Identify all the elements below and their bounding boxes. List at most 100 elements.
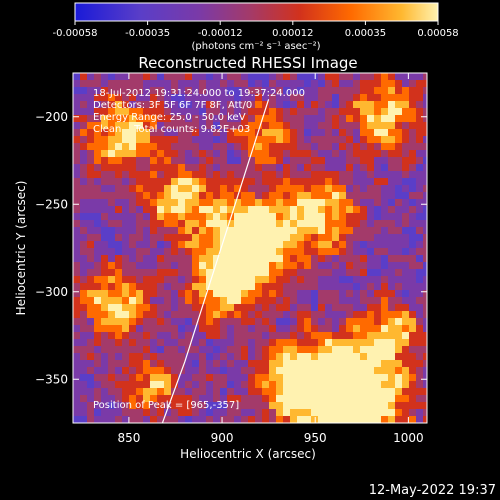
heatmap-cell: [318, 108, 326, 116]
heatmap-cell: [262, 311, 270, 319]
heatmap-cell: [241, 94, 249, 102]
heatmap-cell: [80, 374, 88, 382]
heatmap-cell: [311, 318, 319, 326]
heatmap-cell: [283, 73, 291, 81]
heatmap-cell: [262, 94, 270, 102]
heatmap-cell: [283, 157, 291, 165]
heatmap-cell: [171, 388, 179, 396]
heatmap-cell: [395, 234, 403, 242]
heatmap-cell: [360, 332, 368, 340]
heatmap-cell: [360, 227, 368, 235]
heatmap-cell: [395, 122, 403, 130]
heatmap-cell: [269, 255, 277, 263]
heatmap-cell: [297, 255, 305, 263]
heatmap-cell: [129, 101, 137, 109]
heatmap-cell: [255, 269, 263, 277]
heatmap-cell: [283, 115, 291, 123]
heatmap-cell: [360, 115, 368, 123]
heatmap-cell: [409, 220, 417, 228]
heatmap-cell: [129, 262, 137, 270]
heatmap-cell: [87, 192, 95, 200]
heatmap-cell: [269, 199, 277, 207]
heatmap-cell: [416, 262, 424, 270]
heatmap-cell: [409, 416, 417, 423]
heatmap-cell: [255, 213, 263, 221]
heatmap-cell: [199, 283, 207, 291]
heatmap-cell: [248, 206, 256, 214]
heatmap-cell: [199, 381, 207, 389]
heatmap-cell: [143, 339, 151, 347]
heatmap-cell: [416, 304, 424, 312]
heatmap-cell: [269, 150, 277, 158]
heatmap-cell: [311, 262, 319, 270]
heatmap-cell: [101, 381, 109, 389]
heatmap-cell: [164, 416, 172, 423]
heatmap-cell: [311, 94, 319, 102]
heatmap-cell: [220, 241, 228, 249]
heatmap-cell: [388, 129, 396, 137]
heatmap-cell: [150, 374, 158, 382]
heatmap-cell: [241, 374, 249, 382]
heatmap-cell: [143, 304, 151, 312]
heatmap-cell: [360, 87, 368, 95]
heatmap-cell: [339, 395, 347, 403]
heatmap-cell: [346, 73, 354, 81]
heatmap-cell: [73, 185, 81, 193]
heatmap-cell: [255, 276, 263, 284]
heatmap-cell: [304, 311, 312, 319]
heatmap-cell: [227, 199, 235, 207]
heatmap-cell: [199, 192, 207, 200]
heatmap-cell: [87, 101, 95, 109]
heatmap-cell: [423, 150, 427, 158]
heatmap-cell: [136, 241, 144, 249]
heatmap-cell: [185, 171, 193, 179]
heatmap-cell: [311, 367, 319, 375]
heatmap-cell: [101, 150, 109, 158]
heatmap-cell: [199, 241, 207, 249]
heatmap-cell: [80, 80, 88, 88]
heatmap-cell: [416, 129, 424, 137]
heatmap-cell: [178, 122, 186, 130]
heatmap-cell: [325, 367, 333, 375]
heatmap-cell: [171, 283, 179, 291]
heatmap-cell: [108, 157, 116, 165]
heatmap-cell: [283, 108, 291, 116]
heatmap-cell: [122, 367, 130, 375]
heatmap-cell: [255, 94, 263, 102]
heatmap-cell: [297, 199, 305, 207]
heatmap-cells: [73, 73, 427, 423]
heatmap-cell: [129, 171, 137, 179]
heatmap-cell: [283, 192, 291, 200]
heatmap-cell: [213, 115, 221, 123]
heatmap-cell: [339, 199, 347, 207]
heatmap-cell: [192, 108, 200, 116]
heatmap-cell: [234, 374, 242, 382]
heatmap-cell: [255, 332, 263, 340]
heatmap-cell: [381, 318, 389, 326]
heatmap-cell: [262, 283, 270, 291]
heatmap-cell: [164, 353, 172, 361]
heatmap-cell: [262, 381, 270, 389]
heatmap-cell: [115, 199, 123, 207]
heatmap-cell: [381, 108, 389, 116]
heatmap-cell: [185, 73, 193, 81]
heatmap-cell: [178, 94, 186, 102]
heatmap-cell: [353, 185, 361, 193]
heatmap-cell: [185, 325, 193, 333]
heatmap-cell: [283, 395, 291, 403]
heatmap-cell: [101, 199, 109, 207]
heatmap-cell: [290, 171, 298, 179]
heatmap-cell: [297, 402, 305, 410]
heatmap-cell: [129, 255, 137, 263]
heatmap-cell: [234, 283, 242, 291]
heatmap-cell: [269, 129, 277, 137]
heatmap-cell: [346, 290, 354, 298]
heatmap-cell: [115, 276, 123, 284]
heatmap-cell: [311, 234, 319, 242]
heatmap-cell: [213, 94, 221, 102]
heatmap-cell: [199, 122, 207, 130]
heatmap-cell: [290, 402, 298, 410]
heatmap-cell: [80, 199, 88, 207]
heatmap-cell: [325, 262, 333, 270]
heatmap-cell: [234, 388, 242, 396]
